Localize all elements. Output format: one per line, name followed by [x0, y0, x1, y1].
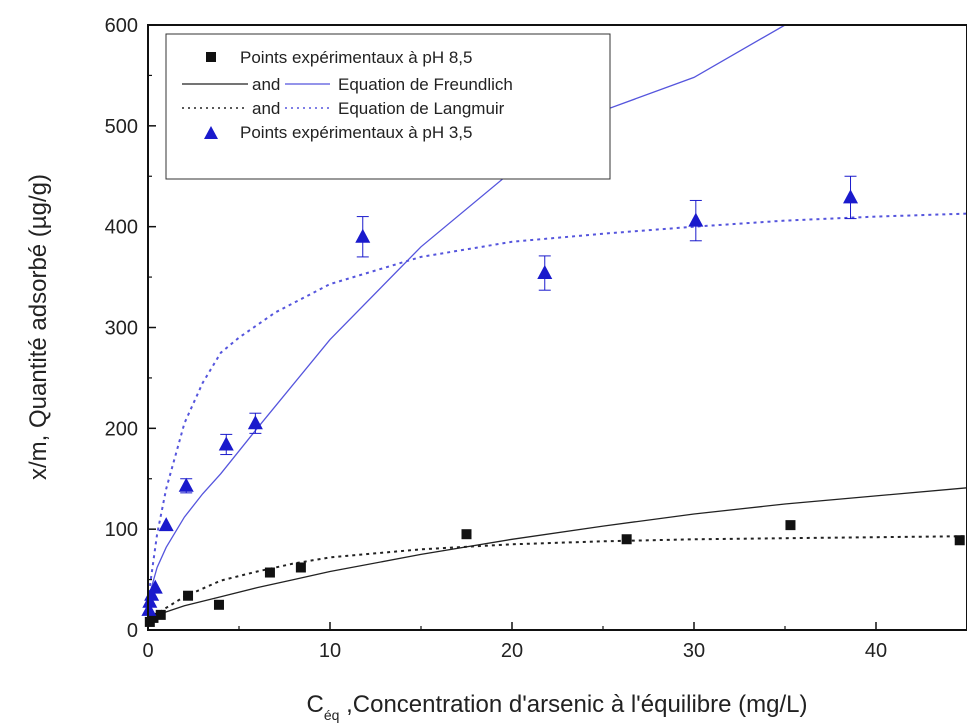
point-ph35 [843, 189, 859, 204]
legend-label-ph85: Points expérimentaux à pH 8,5 [240, 48, 472, 67]
fit-line-4 [148, 487, 967, 621]
point-ph85 [155, 609, 166, 620]
y-tick-label: 600 [105, 15, 138, 37]
point-ph85 [213, 599, 224, 610]
legend-label-ph35: Points expérimentaux à pH 3,5 [240, 123, 472, 142]
point-ph85 [785, 520, 796, 531]
legend-label-freundlich: Equation de Freundlich [338, 75, 513, 94]
x-tick-label: 20 [501, 640, 523, 662]
x-tick-label: 0 [142, 640, 153, 662]
x-tick-label: 40 [865, 640, 887, 662]
y-axis-label: x/m, Quantité adsorbé (µg/g) [25, 174, 52, 480]
point-ph85 [183, 590, 194, 601]
y-tick-label: 100 [105, 519, 138, 541]
x-axis-label-subscript: éq [324, 707, 340, 723]
legend-joiner-freundlich: and [252, 75, 280, 94]
point-ph85 [954, 535, 965, 546]
point-ph35 [537, 265, 553, 280]
y-tick-label: 200 [105, 418, 138, 440]
legend-marker-triangle [204, 126, 218, 139]
point-ph85 [461, 529, 472, 540]
fit-line-5 [148, 535, 967, 621]
legend-joiner-langmuir: and [252, 99, 280, 118]
legend-label-langmuir: Equation de Langmuir [338, 99, 505, 118]
legend: Points expérimentaux à pH 8,5 and Equati… [165, 33, 611, 180]
point-ph35 [688, 212, 704, 227]
point-ph35 [147, 579, 163, 594]
point-ph85 [264, 567, 275, 578]
y-tick-label: 400 [105, 217, 138, 239]
point-ph35 [178, 477, 194, 492]
x-axis-label-main: C [307, 691, 324, 718]
y-tick-label: 500 [105, 116, 138, 138]
point-ph35 [158, 517, 174, 532]
point-ph85 [148, 612, 159, 623]
point-ph85 [621, 534, 632, 545]
point-ph35 [247, 415, 263, 430]
point-ph35 [218, 436, 234, 451]
point-ph85 [295, 562, 306, 573]
point-ph35 [355, 228, 371, 243]
x-tick-label: 10 [319, 640, 341, 662]
y-tick-label: 300 [105, 318, 138, 340]
legend-box [165, 33, 611, 180]
x-axis-label-rest: ,Concentration d'arsenic à l'équilibre (… [339, 691, 807, 718]
legend-marker-square [206, 52, 216, 62]
point-ph35 [142, 593, 158, 608]
y-tick-label: 0 [127, 620, 138, 642]
x-tick-label: 30 [683, 640, 705, 662]
x-axis-label: Céq ,Concentration d'arsenic à l'équilib… [307, 691, 808, 723]
fit-line-3 [148, 212, 967, 600]
